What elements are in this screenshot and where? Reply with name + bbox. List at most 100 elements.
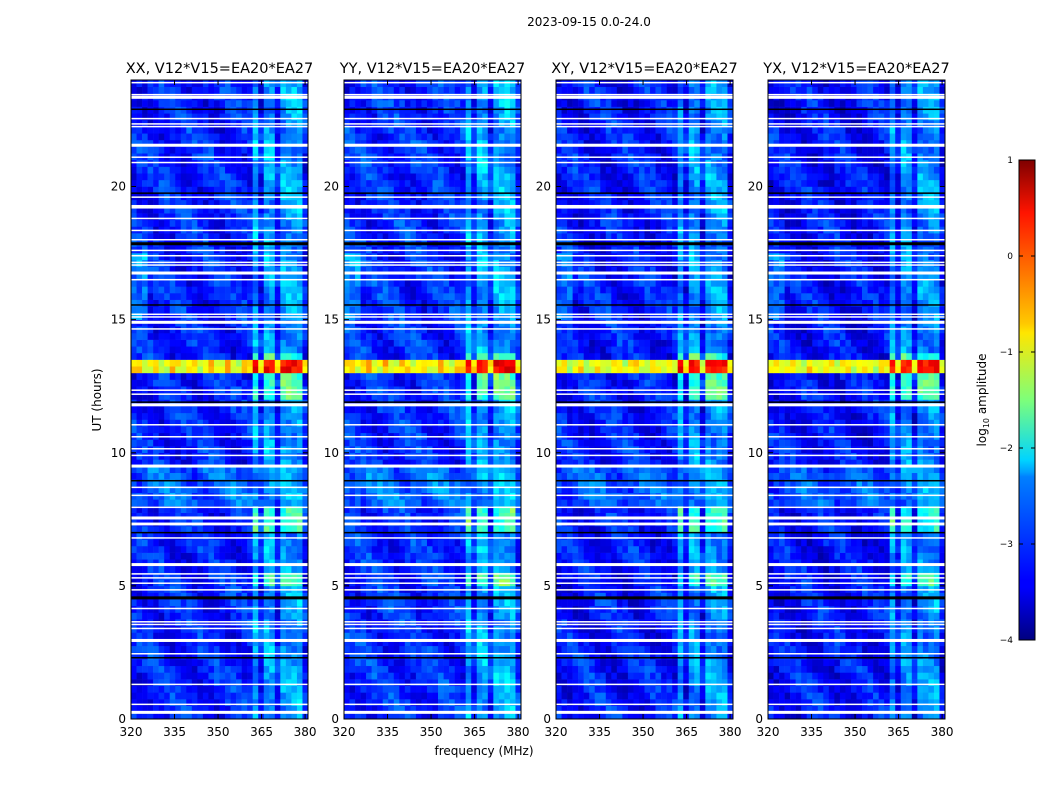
heatmap-cell — [280, 306, 286, 313]
heatmap-cell — [220, 646, 226, 653]
heatmap-cell — [208, 599, 214, 606]
heatmap-cell — [361, 426, 367, 433]
heatmap-cell — [286, 659, 292, 666]
heatmap-cell — [438, 606, 444, 613]
heatmap-cell — [504, 646, 510, 653]
heatmap-cell — [142, 333, 148, 340]
heatmap-cell — [504, 566, 510, 573]
heatmap-cell — [350, 666, 356, 673]
heatmap-cell — [460, 606, 466, 613]
heatmap-cell — [148, 666, 154, 673]
heatmap-cell — [214, 366, 220, 373]
heatmap-cell — [247, 80, 253, 87]
heatmap-cell — [421, 613, 427, 620]
heatmap-cell — [258, 613, 264, 620]
heatmap-cell — [247, 360, 253, 367]
heatmap-cell — [394, 373, 400, 380]
heatmap-cell — [186, 666, 192, 673]
heatmap-cell — [302, 493, 308, 500]
heatmap-cell — [477, 473, 483, 480]
flagged-row — [131, 393, 308, 395]
heatmap-cell — [242, 220, 248, 227]
heatmap-cell — [433, 606, 439, 613]
flagged-row — [131, 577, 308, 579]
heatmap-cell — [275, 147, 281, 154]
heatmap-cell — [170, 333, 176, 340]
heatmap-cell — [197, 626, 203, 633]
heatmap-cell — [192, 173, 198, 180]
heatmap-cell — [269, 346, 275, 353]
heatmap-cell — [225, 173, 231, 180]
heatmap-cell — [225, 473, 231, 480]
heatmap-cell — [164, 127, 170, 134]
heatmap-cell — [192, 360, 198, 367]
heatmap-cell — [366, 686, 372, 693]
heatmap-cell — [159, 160, 165, 167]
heatmap-cell — [466, 366, 472, 373]
heatmap-cell — [416, 659, 422, 666]
heatmap-cell — [170, 340, 176, 347]
heatmap-cell — [181, 127, 187, 134]
heatmap-cell — [399, 346, 405, 353]
heatmap-cell — [181, 366, 187, 373]
heatmap-cell — [280, 180, 286, 187]
heatmap-cell — [164, 666, 170, 673]
heatmap-cell — [372, 380, 378, 387]
heatmap-cell — [394, 353, 400, 360]
heatmap-cell — [186, 340, 192, 347]
heatmap-cell — [488, 453, 494, 460]
heatmap-cell — [499, 366, 505, 373]
heatmap-cell — [455, 539, 461, 546]
heatmap-cell — [383, 686, 389, 693]
heatmap-cell — [493, 646, 499, 653]
heatmap-cell — [253, 127, 259, 134]
heatmap-cell — [394, 553, 400, 560]
heatmap-cell — [170, 439, 176, 446]
heatmap-cell — [208, 333, 214, 340]
heatmap-cell — [247, 280, 253, 287]
heatmap-cell — [242, 546, 248, 553]
heatmap-cell — [269, 353, 275, 360]
heatmap-cell — [142, 107, 148, 114]
heatmap-cell — [302, 539, 308, 546]
heatmap-cell — [264, 692, 270, 699]
heatmap-cell — [225, 493, 231, 500]
heatmap-cell — [264, 613, 270, 620]
heatmap-cell — [427, 453, 433, 460]
heatmap-cell — [175, 280, 181, 287]
heatmap-cell — [372, 632, 378, 639]
heatmap-cell — [499, 499, 505, 506]
heatmap-cell — [164, 253, 170, 260]
heatmap-cell — [291, 566, 297, 573]
heatmap-cell — [444, 413, 450, 420]
heatmap-cell — [291, 293, 297, 300]
heatmap-cell — [350, 646, 356, 653]
heatmap-cell — [137, 253, 143, 260]
heatmap-cell — [477, 606, 483, 613]
heatmap-cell — [208, 672, 214, 679]
heatmap-cell — [258, 100, 264, 107]
heatmap-cell — [297, 340, 303, 347]
heatmap-cell — [253, 659, 259, 666]
heatmap-cell — [197, 87, 203, 94]
heatmap-cell — [258, 566, 264, 573]
heatmap-cell — [361, 373, 367, 380]
heatmap-cell — [264, 599, 270, 606]
heatmap-cell — [208, 220, 214, 227]
heatmap-cell — [153, 127, 159, 134]
heatmap-cell — [466, 659, 472, 666]
heatmap-cell — [203, 100, 209, 107]
heatmap-cell — [220, 426, 226, 433]
heatmap-cell — [137, 499, 143, 506]
heatmap-cell — [247, 160, 253, 167]
heatmap-cell — [186, 147, 192, 154]
figure-suptitle: 2023-09-15 0.0-24.0 — [527, 15, 651, 29]
heatmap-cell — [499, 353, 505, 360]
y-tick-label: 10 — [111, 446, 126, 460]
heatmap-cell — [175, 446, 181, 453]
heatmap-cell — [433, 493, 439, 500]
heatmap-cell — [449, 566, 455, 573]
heatmap-cell — [269, 147, 275, 154]
heatmap-cell — [460, 672, 466, 679]
heatmap-cell — [416, 613, 422, 620]
